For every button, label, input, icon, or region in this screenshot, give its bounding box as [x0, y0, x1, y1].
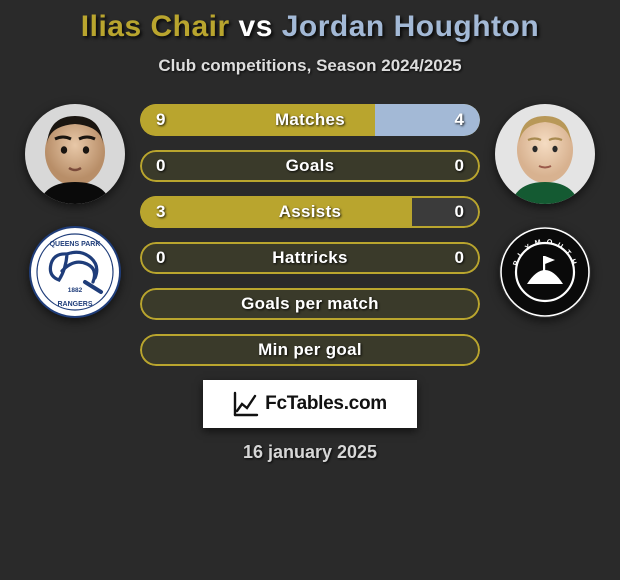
comparison-content: QUEENS PARK RANGERS 1882 9 4 Matches 0 0 Goal…	[0, 104, 620, 366]
svg-text:QUEENS PARK: QUEENS PARK	[50, 241, 101, 248]
player1-avatar	[25, 104, 125, 204]
player1-column: QUEENS PARK RANGERS 1882	[20, 104, 130, 318]
svg-text:1882: 1882	[68, 287, 83, 294]
stat-row: Min per goal	[140, 334, 480, 366]
brand-text: FcTables.com	[265, 393, 387, 415]
stat-value-player2: 0	[455, 202, 464, 222]
stat-label: Matches	[275, 110, 345, 130]
svg-text:RANGERS: RANGERS	[57, 301, 92, 308]
brand-badge[interactable]: FcTables.com	[203, 380, 417, 428]
stat-row: Goals per match	[140, 288, 480, 320]
stat-bars: 9 4 Matches 0 0 Goals 3 0 Assists 0 0 Hattricks Goal…	[130, 104, 490, 366]
date-text: 16 january 2025	[243, 442, 377, 463]
stat-row: 9 4 Matches	[140, 104, 480, 136]
player2-column: P L Y M O U T H	[490, 104, 600, 318]
stat-label: Assists	[279, 202, 342, 222]
player2-avatar	[495, 104, 595, 204]
stat-label: Goals	[286, 156, 335, 176]
subtitle: Club competitions, Season 2024/2025	[158, 56, 461, 76]
stat-value-player2: 0	[455, 248, 464, 268]
title-player1: Ilias Chair	[81, 10, 230, 43]
stat-row: 0 0 Goals	[140, 150, 480, 182]
stat-value-player2: 4	[455, 110, 464, 130]
stat-label: Hattricks	[272, 248, 347, 268]
brand-icon	[233, 391, 259, 417]
title-vs: vs	[230, 10, 282, 43]
stat-fill-player1	[140, 196, 412, 228]
stat-row: 0 0 Hattricks	[140, 242, 480, 274]
title-player2: Jordan Houghton	[282, 10, 539, 43]
player2-crest: P L Y M O U T H	[499, 226, 591, 318]
stat-value-player1: 9	[156, 110, 165, 130]
stat-fill-player2	[375, 104, 480, 136]
stat-row: 3 0 Assists	[140, 196, 480, 228]
comparison-title: Ilias Chair vs Jordan Houghton	[81, 10, 539, 44]
footer: FcTables.com 16 january 2025	[203, 380, 417, 463]
player1-crest: QUEENS PARK RANGERS 1882	[29, 226, 121, 318]
stat-value-player1: 3	[156, 202, 165, 222]
stat-value-player1: 0	[156, 156, 165, 176]
stat-value-player2: 0	[455, 156, 464, 176]
stat-label: Min per goal	[258, 340, 362, 360]
stat-label: Goals per match	[241, 294, 379, 314]
stat-value-player1: 0	[156, 248, 165, 268]
